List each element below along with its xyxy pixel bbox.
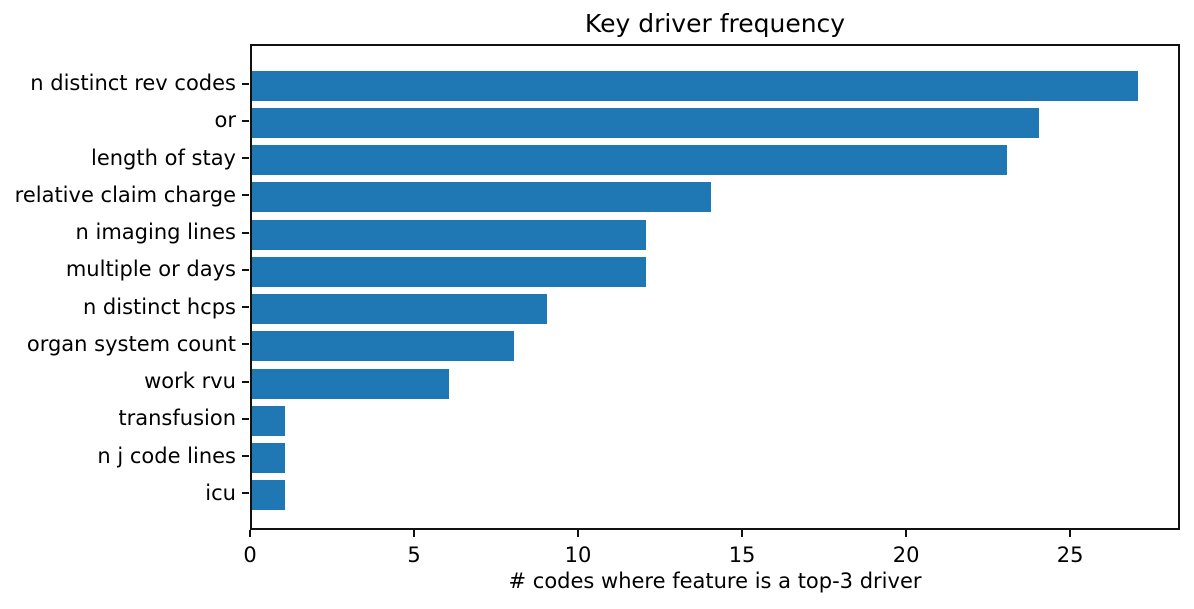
- bar-n-distinct-rev-codes: [252, 70, 1138, 101]
- y-tick-mark: [242, 231, 249, 234]
- bar-length-of-stay: [252, 145, 1007, 175]
- bar-multiple-or-days: [252, 256, 646, 287]
- y-tick-mark: [242, 343, 249, 346]
- y-tick-label-n-j-code-lines: n j code lines: [97, 443, 236, 468]
- bar-icu: [252, 480, 285, 511]
- bar-organ-system-count: [252, 331, 515, 362]
- x-tick-label-5: 5: [407, 543, 421, 567]
- x-tick-mark: [1069, 530, 1072, 537]
- y-tick-label-relative-claim-charge: relative claim charge: [14, 182, 236, 207]
- x-tick-label-0: 0: [243, 543, 257, 567]
- y-tick-mark: [242, 82, 249, 85]
- y-tick-label-organ-system-count: organ system count: [26, 331, 236, 356]
- bar-transfusion: [252, 405, 285, 436]
- x-axis-title: # codes where feature is a top-3 driver: [508, 569, 922, 593]
- y-tick-mark: [242, 380, 249, 383]
- x-tick-mark: [577, 530, 580, 537]
- x-tick-label-20: 20: [892, 543, 920, 567]
- x-tick-mark: [249, 530, 251, 537]
- bar-n-j-code-lines: [252, 443, 285, 473]
- y-tick-mark: [242, 417, 249, 420]
- y-tick-label-length-of-stay: length of stay: [90, 145, 236, 170]
- chart-title: Key driver frequency: [584, 9, 846, 38]
- x-tick-label-10: 10: [564, 543, 592, 567]
- bar-n-imaging-lines: [252, 219, 646, 250]
- y-tick-mark: [242, 157, 249, 159]
- y-tick-mark: [242, 306, 249, 308]
- y-tick-label-n-imaging-lines: n imaging lines: [75, 220, 236, 244]
- y-tick-label-transfusion: transfusion: [118, 406, 236, 431]
- x-tick-mark: [905, 530, 908, 537]
- bar-or: [252, 107, 1040, 138]
- y-tick-mark: [242, 119, 249, 122]
- x-tick-mark: [741, 530, 744, 537]
- y-tick-mark: [242, 455, 249, 457]
- y-tick-mark: [242, 492, 249, 495]
- bar-n-distinct-hcps: [252, 294, 548, 324]
- plot-area: [250, 44, 1180, 530]
- y-tick-mark: [242, 194, 249, 197]
- y-tick-label-n-distinct-hcps: n distinct hcps: [82, 294, 236, 319]
- y-tick-label-multiple-or-days: multiple or days: [65, 257, 236, 282]
- x-tick-label-15: 15: [728, 543, 756, 567]
- bar-relative-claim-charge: [252, 182, 712, 213]
- y-tick-mark: [242, 268, 249, 271]
- x-tick-label-25: 25: [1056, 543, 1084, 567]
- bar-work-rvu: [252, 368, 449, 399]
- y-tick-label-work-rvu: work rvu: [144, 369, 236, 393]
- x-tick-mark: [413, 530, 416, 537]
- y-tick-label-icu: icu: [205, 480, 236, 505]
- y-tick-label-or: or: [214, 108, 236, 133]
- y-tick-label-n-distinct-rev-codes: n distinct rev codes: [30, 71, 236, 95]
